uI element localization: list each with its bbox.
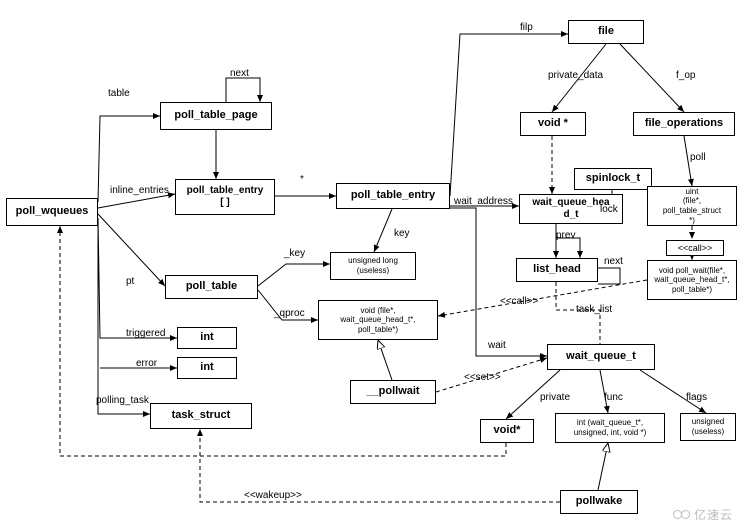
edge-label-6: next xyxy=(230,68,249,79)
edge-32 xyxy=(598,443,608,490)
node-spinlock: spinlock_t xyxy=(574,168,652,190)
node-unsigned: unsigned(useless) xyxy=(680,413,736,441)
node-poll_table: poll_table xyxy=(165,275,258,299)
edge-label-3: triggered xyxy=(126,328,165,339)
edge-label-4: error xyxy=(136,358,157,369)
edge-label-24: next xyxy=(604,256,623,267)
edge-12 xyxy=(378,340,392,380)
edge-label-10: _key xyxy=(284,248,305,259)
edge-label-8: * xyxy=(300,174,304,185)
watermark: 亿速云 xyxy=(673,506,733,523)
edge-26 xyxy=(438,280,647,316)
edge-5 xyxy=(98,224,150,414)
node-uint_fn: uint(file*, poll_table_struct*) xyxy=(647,186,737,226)
edge-label-5: polling_task xyxy=(96,395,149,406)
node-void_fn: void (file*,wait_queue_head_t*,poll_tabl… xyxy=(318,300,438,340)
edge-label-9: key xyxy=(394,228,410,239)
edge-label-31: flags xyxy=(686,392,707,403)
node-int1: int xyxy=(177,327,237,349)
edge-24 xyxy=(598,268,620,284)
edge-label-28: <<set>> xyxy=(464,372,501,383)
edge-label-13: filp xyxy=(520,22,533,33)
node-int_fn: int (wait_queue_t*,unsigned, int, void *… xyxy=(555,413,665,443)
node-task_struct: task_struct xyxy=(150,403,252,429)
edge-label-27: wait xyxy=(488,340,506,351)
edge-label-23: prev xyxy=(556,230,575,241)
edge-label-14: private_data xyxy=(548,70,603,81)
node-poll_table_entry_a: poll_table_entry[ ] xyxy=(175,179,275,215)
edge-label-21: lock xyxy=(600,204,618,215)
edge-6 xyxy=(226,78,260,102)
edge-23 xyxy=(556,238,580,258)
node-pollwake: pollwake xyxy=(560,490,638,514)
node-file: file xyxy=(568,20,644,44)
edge-label-11: _qproc xyxy=(274,308,305,319)
edge-label-30: func xyxy=(604,392,623,403)
node-unsigned_long: unsigned long(useless) xyxy=(330,252,416,280)
edge-10 xyxy=(258,264,330,286)
edge-label-2: pt xyxy=(126,276,134,287)
edge-label-26: <<call>> xyxy=(500,296,538,307)
edge-label-15: f_op xyxy=(676,70,695,81)
edge-15 xyxy=(620,44,684,112)
edge-label-19: wait_address xyxy=(454,196,513,207)
node-call_lbl: <<call>> xyxy=(666,240,724,256)
node-void_ptr: void * xyxy=(520,112,586,136)
edge-1 xyxy=(98,194,175,208)
watermark-text: 亿速云 xyxy=(694,506,733,523)
edge-9 xyxy=(374,209,392,252)
node-list_head: list_head xyxy=(516,258,598,282)
node-int2: int xyxy=(177,357,237,379)
edge-label-0: table xyxy=(108,88,130,99)
node-poll_wqueues: poll_wqueues xyxy=(6,198,98,226)
node-pollwait: __pollwait xyxy=(350,380,436,404)
edge-33 xyxy=(60,226,506,456)
node-file_ops: file_operations xyxy=(633,112,735,136)
edge-label-16: poll xyxy=(690,152,706,163)
edge-label-1: inline_entries xyxy=(110,185,169,196)
node-poll_wait_fn: void poll_wait(file*,wait_queue_head_t*,… xyxy=(647,260,737,300)
node-poll_table_page: poll_table_page xyxy=(160,102,272,130)
node-poll_table_entry: poll_table_entry xyxy=(336,183,450,209)
edge-label-34: <<wakeup>> xyxy=(244,490,302,501)
edge-27 xyxy=(450,208,547,356)
node-void_ptr2: void* xyxy=(480,419,534,443)
edge-label-25: task_list xyxy=(576,304,612,315)
edge-label-29: private xyxy=(540,392,570,403)
node-wait_queue_t: wait_queue_t xyxy=(547,344,655,370)
